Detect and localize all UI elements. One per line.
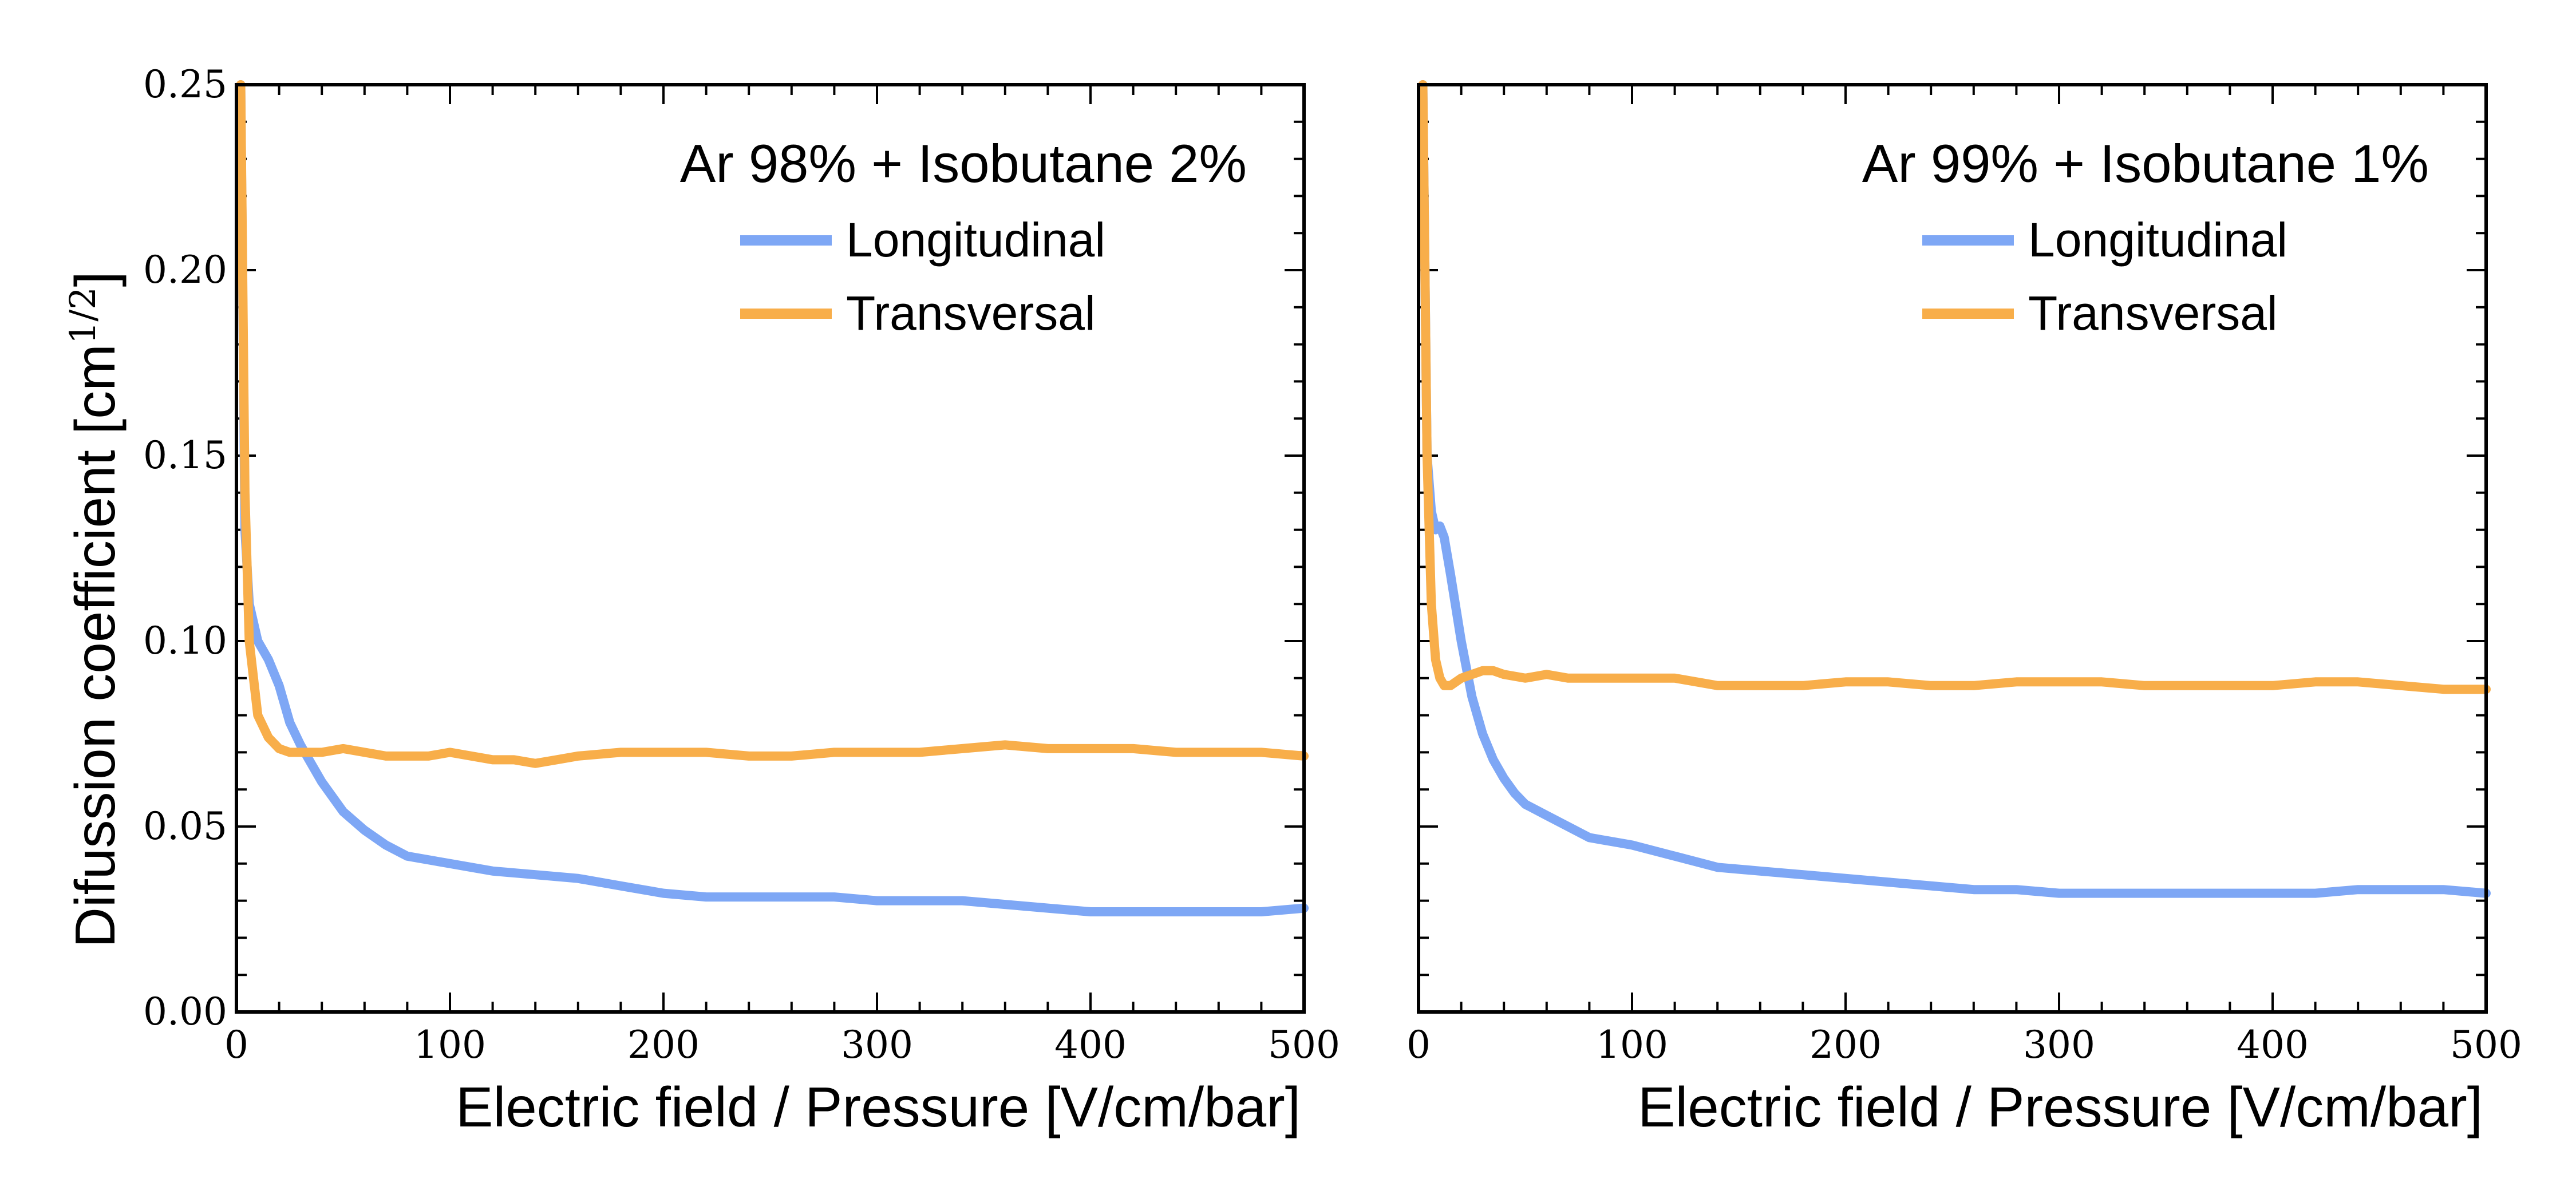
panel-0-y-tick-label: 0.00	[143, 990, 227, 1034]
panel-0-x-tick-label: 300	[841, 1023, 913, 1067]
panel-0-series-line-longitudinal	[236, 80, 1309, 916]
panel-0-legend-label-transversal: Transversal	[846, 286, 1096, 340]
panel-0-legend-title: Ar 98% + Isobutane 2%	[680, 133, 1247, 193]
panel-1-legend-label-longitudinal: Longitudinal	[2028, 213, 2287, 267]
panel-1-plot-frame	[1417, 83, 2488, 1014]
panel-0-x-tick-label: 0	[224, 1023, 248, 1067]
panel-1-legend-label-transversal: Transversal	[2028, 286, 2278, 340]
panel-1-x-tick-label: 500	[2450, 1023, 2522, 1067]
panel-0-x-tick-label: 500	[1268, 1023, 1340, 1067]
panel-1-x-tick-label: 300	[2023, 1023, 2095, 1067]
y-axis-label-exponent: 1/2	[62, 287, 104, 344]
panel-0-x-tick-label: 200	[627, 1023, 700, 1067]
y-axis-label-main: Difussion coefficient [cm	[64, 344, 127, 948]
panel-0-y-tick-label: 0.05	[143, 804, 227, 848]
panel-1-x-tick-label: 100	[1596, 1023, 1668, 1067]
panel-1-x-tick-label: 200	[1809, 1023, 1882, 1067]
panel-0-y-tick-label: 0.15	[143, 433, 227, 477]
panel-0-x-axis-label: Electric field / Pressure [V/cm/bar]	[456, 1076, 1301, 1138]
right-chart-panel: 0 100 200 300 400 500 Electric field / Pressur…	[1406, 80, 2522, 1138]
panel-0-legend-label-longitudinal: Longitudinal	[846, 213, 1105, 267]
panel-0-series-line-transversal	[236, 80, 1309, 768]
y-axis-label: Difussion coefficient [cm1/2]	[62, 271, 127, 948]
panel-1-series-line-longitudinal	[1418, 80, 2491, 898]
panel-0-y-tick-label: 0.25	[143, 62, 227, 106]
panel-0-plot-frame	[235, 83, 1306, 1014]
panel-0-y-tick-label: 0.20	[143, 248, 227, 292]
panel-1-series-line-transversal	[1418, 80, 2491, 694]
y-axis-label-close: ]	[64, 271, 127, 287]
panel-0-x-tick-label: 100	[414, 1023, 486, 1067]
panel-1-x-tick-label: 400	[2237, 1023, 2309, 1067]
panel-1-x-tick-label: 0	[1406, 1023, 1431, 1067]
panel-1-legend-title: Ar 99% + Isobutane 1%	[1862, 133, 2429, 193]
panel-0-y-tick-label: 0.10	[143, 619, 227, 663]
panel-1-x-axis-label: Electric field / Pressure [V/cm/bar]	[1638, 1076, 2483, 1138]
left-chart-panel: 0 100 200 300 400 500 0.00 0.05 0.10 0.15 0.20 0.25…	[143, 62, 1340, 1138]
panel-0-x-tick-label: 400	[1054, 1023, 1127, 1067]
